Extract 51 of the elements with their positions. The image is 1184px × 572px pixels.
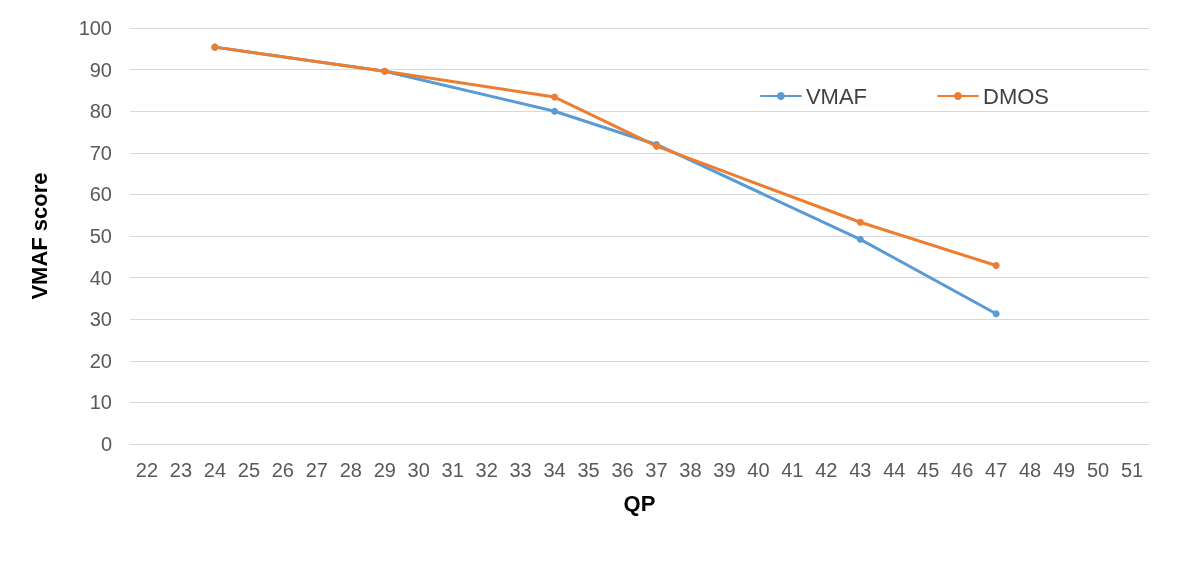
y-tick-label: 70 (89, 141, 112, 164)
x-tick-label: 27 (305, 459, 328, 481)
x-tick-label: 50 (1086, 459, 1110, 481)
x-tick-label: 46 (951, 459, 974, 481)
x-tick-label: 43 (849, 459, 872, 481)
x-tick-label: 34 (543, 459, 566, 481)
x-tick-label: 45 (917, 459, 940, 481)
point (551, 93, 559, 101)
y-tick-label: 80 (89, 100, 112, 123)
x-tick-label: 38 (679, 459, 702, 481)
y-tick-label: 10 (89, 391, 112, 414)
x-tick-label: 40 (747, 459, 770, 481)
y-tick-label: 0 (100, 433, 112, 455)
y-tick-label: 20 (89, 349, 112, 372)
x-axis-title: QP (623, 490, 656, 516)
x-tick-label: 37 (645, 459, 668, 481)
x-tick-label: 22 (135, 459, 159, 481)
legend-label: DMOS (983, 83, 1049, 109)
y-tick-label: 30 (89, 308, 112, 331)
x-tick-label: 26 (271, 459, 294, 481)
x-tick-label: 49 (1052, 459, 1076, 481)
legend-label: VMAF (805, 83, 868, 109)
y-tick-label: 90 (89, 58, 112, 81)
y-tick-label: 50 (89, 225, 112, 247)
x-tick-label: 31 (441, 459, 464, 481)
x-tick-label: 44 (883, 459, 906, 481)
point (992, 310, 1000, 318)
y-axis-title: VMAF score (26, 172, 52, 300)
x-tick-label: 35 (577, 459, 600, 481)
x-tick-label: 32 (475, 459, 498, 481)
y-tick-label: 100 (78, 17, 112, 39)
x-tick-label: 33 (509, 459, 532, 481)
point (992, 262, 1000, 270)
x-tick-label: 24 (203, 459, 227, 481)
x-tick-label: 47 (985, 459, 1008, 481)
point (551, 107, 559, 115)
point (856, 218, 864, 226)
x-tick-label: 42 (815, 459, 838, 481)
x-tick-label: 48 (1018, 459, 1042, 481)
x-tick-label: 28 (339, 459, 362, 481)
x-tick-label: 41 (781, 459, 804, 481)
y-tick-label: 40 (89, 266, 112, 289)
x-tick-label: 29 (373, 459, 396, 481)
x-tick-label: 30 (407, 459, 430, 481)
x-tick-label: 51 (1120, 459, 1144, 481)
x-tick-label: 25 (237, 459, 261, 481)
x-tick-label: 23 (169, 459, 193, 481)
point (856, 235, 864, 243)
x-tick-label: 39 (713, 459, 736, 481)
y-tick-label: 60 (89, 183, 112, 206)
x-tick-label: 36 (611, 459, 634, 481)
